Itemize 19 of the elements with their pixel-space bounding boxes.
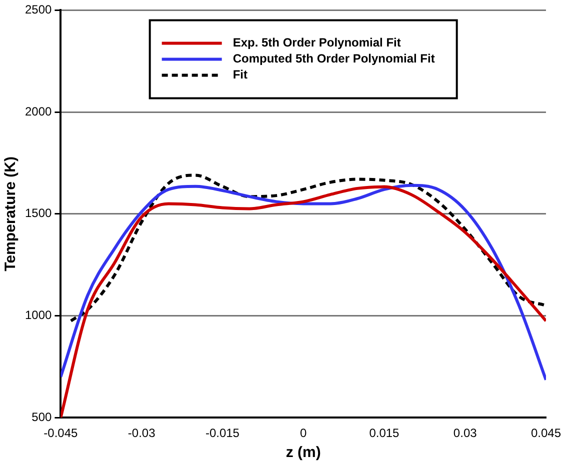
- line-series: [69, 174, 546, 322]
- y-tick-label: 1500: [24, 206, 52, 220]
- legend-label: Exp. 5th Order Polynomial Fit: [232, 36, 401, 50]
- x-tick-label: -0.045: [44, 426, 78, 440]
- y-axis-title: Temperature (K): [2, 156, 20, 272]
- x-tick-label: -0.015: [205, 426, 240, 440]
- x-tick-label: 0.03: [453, 426, 478, 440]
- line-series: [60, 184, 546, 382]
- legend-label: Fit: [232, 68, 248, 82]
- x-tick-label: 0: [300, 426, 307, 440]
- x-tick-label: 0.045: [530, 426, 562, 440]
- legend-label: Computed 5th Order Polynomial Fit: [232, 52, 435, 66]
- y-tick-label: 2000: [24, 104, 52, 118]
- y-tick-label: 2500: [24, 2, 52, 17]
- x-tick-label: 0.015: [369, 426, 400, 440]
- y-tick-label: 500: [32, 410, 52, 424]
- y-tick-label: 1000: [24, 308, 52, 322]
- x-axis-title: z (m): [286, 444, 321, 462]
- x-tick-label: -0.03: [128, 426, 156, 440]
